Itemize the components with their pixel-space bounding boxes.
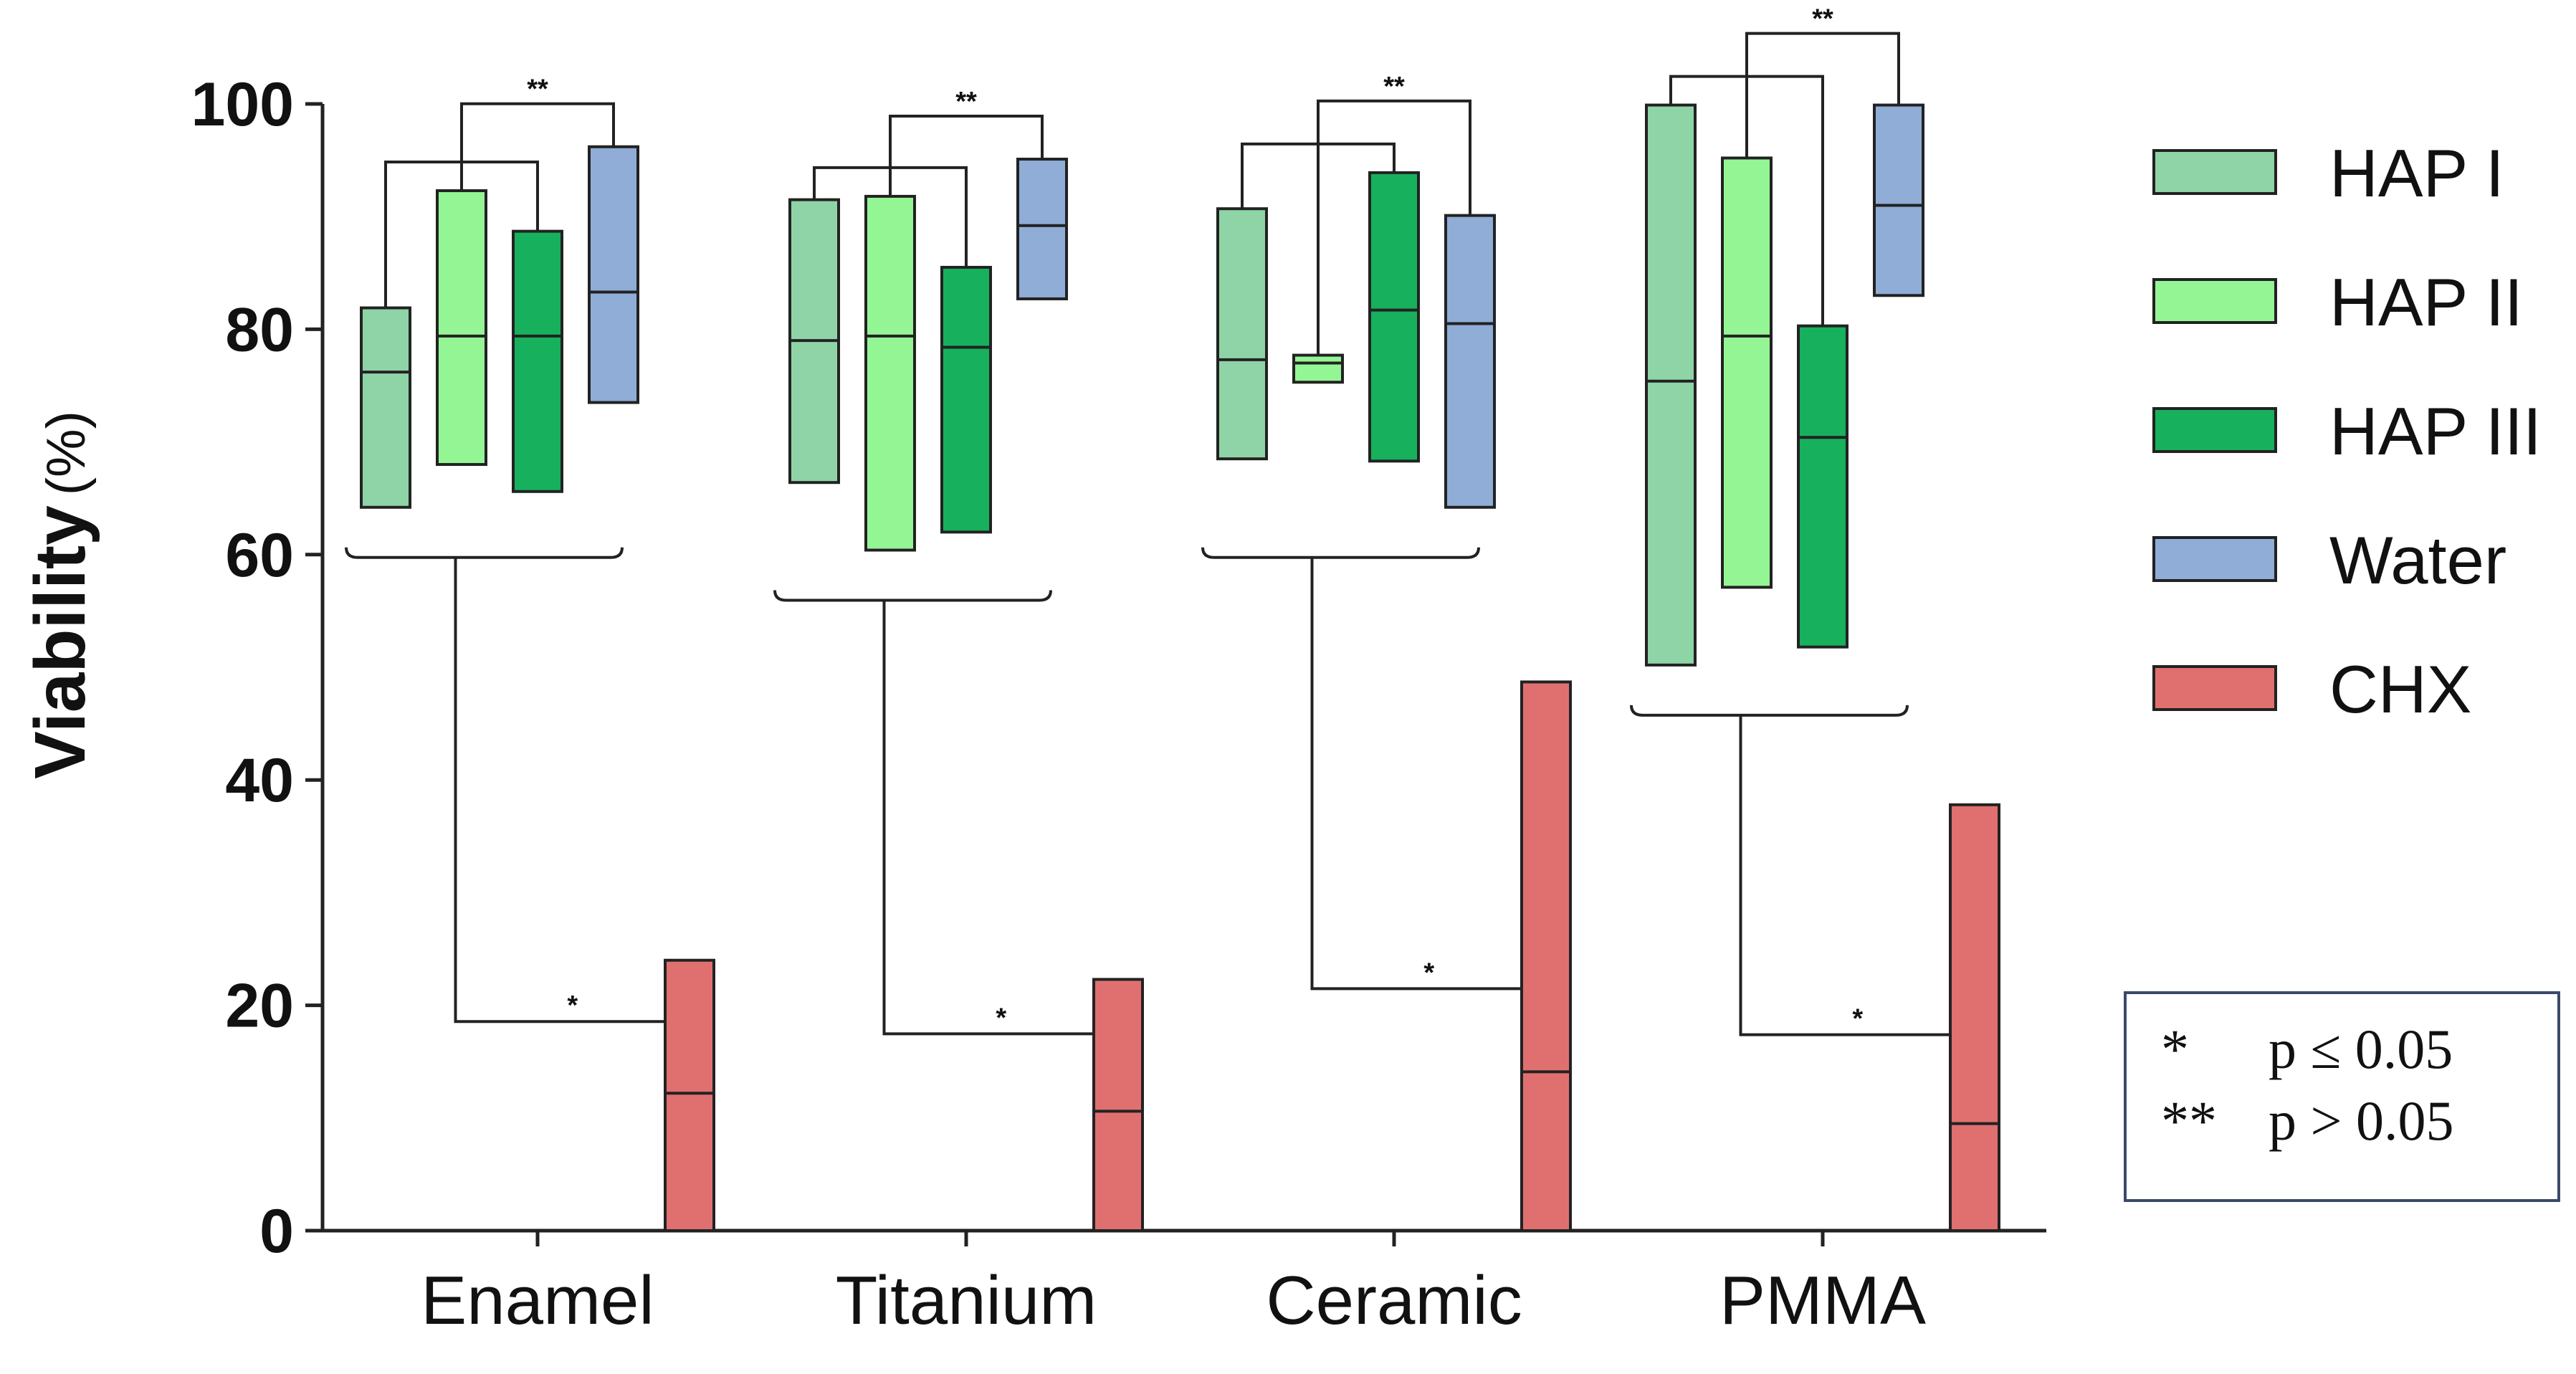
- bracket-vs-chx: [882, 600, 1094, 1036]
- plot-area: ************: [345, 4, 2000, 1233]
- significance-label-double: **: [1383, 72, 1405, 102]
- significance-label-double: **: [1812, 4, 1833, 34]
- x-tick-label-pmma: PMMA: [1719, 1262, 1926, 1339]
- legend-label-water: Water: [2329, 523, 2506, 598]
- x-tick-label-ceramic: Ceramic: [1266, 1262, 1522, 1339]
- box-water-ceramic: [1444, 214, 1496, 509]
- box-hap-i-pmma: [1645, 103, 1697, 667]
- legend-swatch-hap-i: [2152, 149, 2277, 195]
- x-axis: Enamel Titanium Ceramic PMMA: [323, 1229, 2046, 1339]
- box-hap-iii-pmma: [1797, 324, 1848, 649]
- legend-swatch-chx: [2152, 665, 2277, 711]
- bracket-vs-chx: [1739, 715, 1950, 1036]
- box-hap-iii-ceramic: [1368, 171, 1420, 463]
- x-tick-label-enamel: Enamel: [421, 1262, 654, 1339]
- y-tick-label: 20: [225, 972, 294, 1041]
- significance-label-single: *: [996, 1003, 1006, 1033]
- y-tick-label: 80: [225, 295, 294, 364]
- box-chx-pmma: [1949, 803, 2000, 1233]
- significance-label-single: *: [1423, 958, 1434, 988]
- significance-label-double: **: [955, 87, 977, 117]
- legend-label-hap-i: HAP I: [2329, 135, 2504, 211]
- significance-label-single: *: [1852, 1004, 1863, 1034]
- y-tick-label: 100: [191, 70, 295, 139]
- legend-swatch-hap-iii: [2152, 407, 2277, 453]
- bracket-hap-vs-water: [460, 102, 615, 163]
- box-hap-iii-enamel: [512, 229, 563, 493]
- box-hap-i-enamel: [360, 306, 411, 509]
- y-axis-title-unit: (%): [36, 411, 97, 495]
- box-chx-ceramic: [1520, 680, 1572, 1232]
- note-symbol: *: [2161, 1018, 2189, 1080]
- legend-label-hap-ii: HAP II: [2329, 264, 2523, 340]
- brace-non-chx-group: [345, 547, 624, 559]
- bracket-hap-vs-water: [1317, 99, 1471, 216]
- box-water-enamel: [588, 145, 639, 404]
- y-tick-label: 60: [225, 521, 294, 590]
- box-chx-enamel: [664, 958, 715, 1232]
- box-chx-titanium: [1092, 978, 1144, 1232]
- brace-non-chx-group: [1630, 705, 1909, 717]
- box-water-pmma: [1873, 103, 1924, 297]
- y-axis-title-main: Viability: [20, 505, 100, 779]
- brace-non-chx-group: [1201, 547, 1480, 559]
- note-text: p > 0.05: [2269, 1089, 2454, 1152]
- brace-non-chx-group: [773, 590, 1052, 602]
- bracket-vs-chx: [1310, 557, 1522, 991]
- y-axis: 0 20 40 60 80 100: [191, 70, 325, 1266]
- y-tick-label: 0: [259, 1197, 294, 1266]
- box-hap-ii-pmma: [1721, 156, 1773, 589]
- legend-swatch-hap-ii: [2152, 278, 2277, 324]
- legend-swatch-water: [2152, 536, 2277, 582]
- note-text: p ≤ 0.05: [2269, 1018, 2453, 1080]
- bracket-hap-vs-water: [1745, 32, 1900, 105]
- box-hap-ii-titanium: [864, 194, 916, 552]
- y-axis-title: Viability (%): [20, 411, 100, 779]
- legend-label-hap-iii: HAP III: [2329, 393, 2542, 469]
- y-tick-label: 40: [225, 746, 294, 815]
- bracket-hap-vs-water: [889, 115, 1044, 168]
- note-box-border: [2124, 991, 2560, 1202]
- y-axis-label: Viability (%): [20, 411, 100, 779]
- significance-note-box: * p ≤ 0.05 ** p > 0.05: [2124, 991, 2560, 1202]
- x-tick-label-titanium: Titanium: [836, 1262, 1097, 1339]
- bracket-vs-chx: [454, 557, 665, 1024]
- box-hap-ii-ceramic: [1292, 353, 1344, 384]
- note-symbol: **: [2161, 1089, 2217, 1152]
- box-water-titanium: [1016, 158, 1068, 300]
- box-hap-ii-enamel: [436, 189, 487, 467]
- significance-label-double: **: [527, 75, 548, 105]
- legend-label-chx: CHX: [2329, 652, 2471, 727]
- box-hap-i-ceramic: [1216, 207, 1268, 461]
- box-hap-iii-titanium: [940, 265, 992, 534]
- legend: HAP I HAP II HAP III Water CHX: [2152, 135, 2542, 727]
- significance-label-single: *: [567, 991, 578, 1021]
